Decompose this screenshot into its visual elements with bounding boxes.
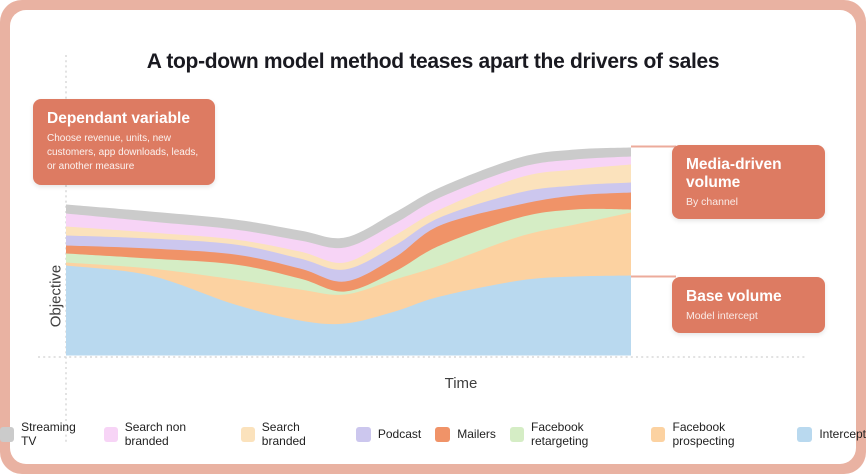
legend-swatch — [435, 426, 451, 442]
callout-subtitle: By channel — [686, 195, 738, 208]
legend-item: Podcast — [355, 426, 422, 442]
legend-swatch — [0, 426, 15, 442]
legend: Streaming TV Search non branded Search bra… — [0, 420, 866, 448]
callout-title: Base volume — [686, 288, 782, 305]
legend-item: Search non branded — [103, 420, 227, 448]
legend-label: Intercept — [819, 427, 866, 441]
legend-item: Streaming TV — [0, 420, 90, 448]
legend-label: Podcast — [377, 427, 422, 441]
y-axis-label: Objective — [47, 264, 65, 328]
legend-label: Facebook retargeting — [530, 420, 589, 448]
legend-item: Search branded — [240, 420, 342, 448]
legend-swatch — [355, 426, 371, 442]
callout-dependant-variable: Dependant variable Choose revenue, units… — [33, 99, 215, 185]
legend-label: Mailers — [457, 427, 496, 441]
page-title: A top-down model method teases apart the… — [146, 50, 720, 73]
legend-label: Search non branded — [124, 420, 187, 448]
legend-swatch — [651, 426, 666, 442]
legend-label: Facebook prospecting — [672, 420, 735, 448]
legend-item: Facebook prospecting — [651, 420, 783, 448]
legend-item: Intercept — [797, 426, 866, 442]
callout-media-driven-volume: Media-driven volume By channel — [672, 145, 825, 219]
legend-label: Streaming TV — [21, 420, 76, 448]
area-intercept — [66, 265, 631, 356]
callout-body: Choose revenue, units, new customers, ap… — [47, 132, 199, 172]
legend-label: Search branded — [261, 420, 306, 448]
legend-swatch — [509, 426, 524, 442]
callout-base-volume: Base volume Model intercept — [672, 277, 825, 333]
x-axis-label: Time — [444, 375, 478, 392]
legend-swatch — [797, 426, 813, 442]
legend-swatch — [240, 426, 255, 442]
callout-title: Media-driven volume — [686, 156, 782, 191]
legend-item: Mailers — [435, 426, 496, 442]
callout-subtitle: Model intercept — [686, 309, 758, 322]
legend-item: Facebook retargeting — [509, 420, 638, 448]
legend-swatch — [103, 426, 118, 442]
callout-title: Dependant variable — [47, 110, 190, 127]
